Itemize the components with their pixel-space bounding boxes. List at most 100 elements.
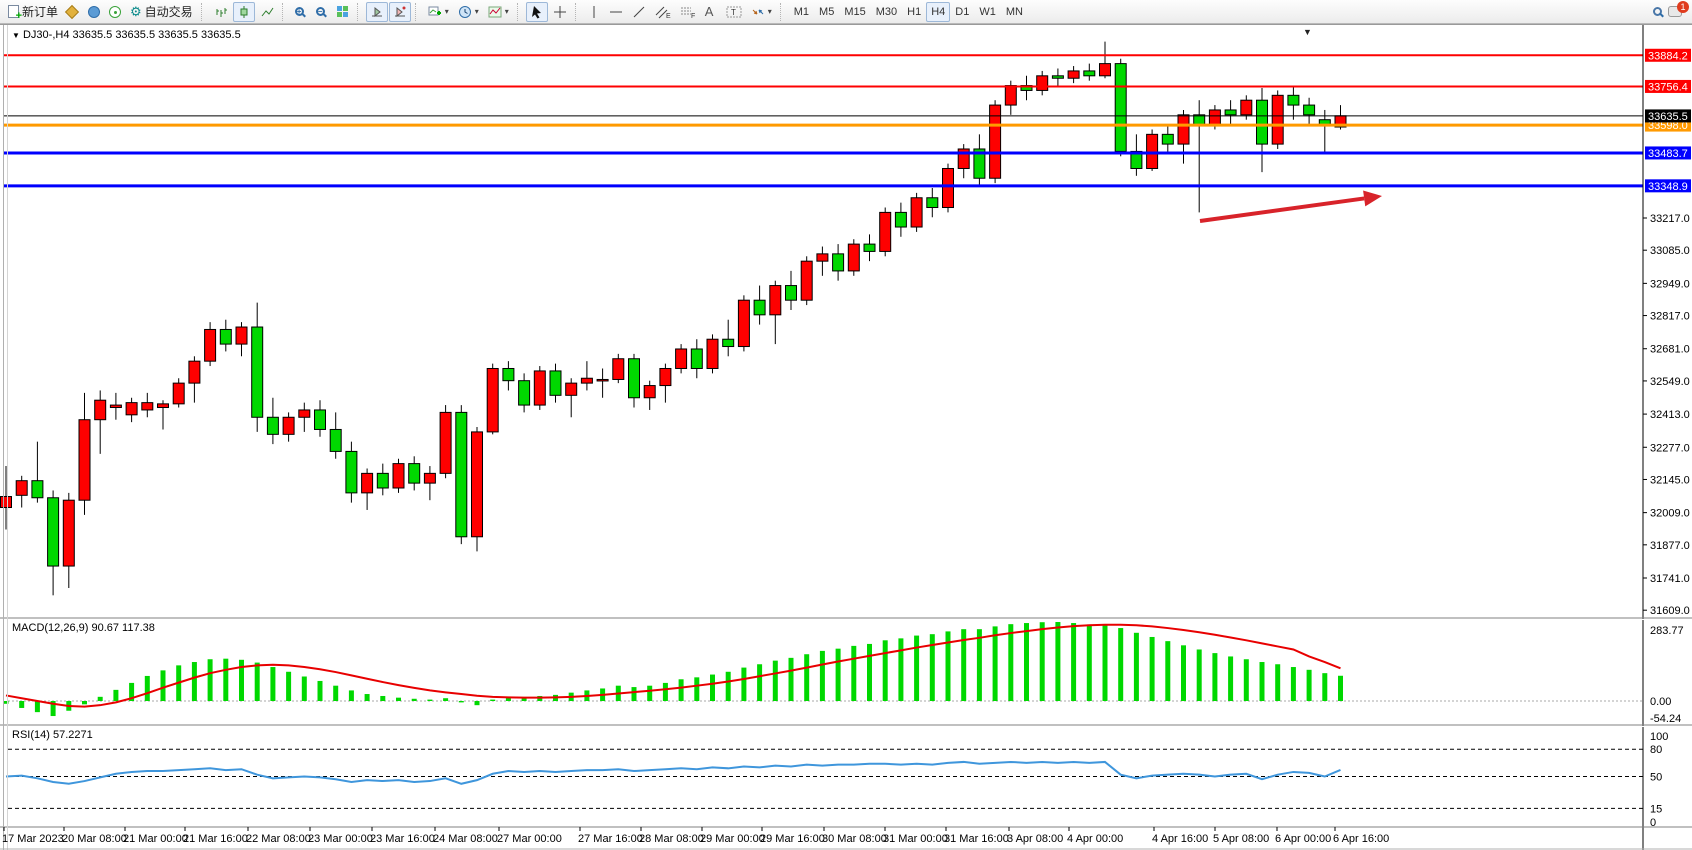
macd-histogram-bar	[678, 679, 684, 701]
rsi-indicator-label: RSI(14) 57.2271	[12, 729, 93, 741]
candle-bullish	[0, 496, 12, 509]
price-tick-label: 32549.0	[1650, 376, 1690, 388]
signals-button[interactable]	[105, 2, 125, 22]
candle-bearish	[455, 411, 468, 538]
templates-button[interactable]: ▾	[484, 2, 513, 22]
chart-canvas[interactable]: 33217.0 33085.0 32949.0 32817.0 32681.0 32549…	[0, 24, 1692, 850]
price-tick-label: 32817.0	[1650, 311, 1690, 323]
candle-bearish	[329, 428, 342, 452]
price-tag-orange-text: 33598.0	[1648, 120, 1688, 132]
macd-histogram-bar	[191, 662, 197, 701]
macd-histogram-bar	[725, 671, 731, 701]
macd-histogram-bar	[898, 638, 904, 701]
trendline-button[interactable]	[628, 2, 650, 22]
autotrade-button[interactable]: ⚙ 自动交易	[126, 2, 197, 22]
timeframe-H1[interactable]: H1	[907, 5, 922, 18]
timeframe-M15[interactable]: M15	[844, 5, 866, 18]
chart-menu-arrow[interactable]: ▼	[1303, 27, 1312, 37]
price-tag-level-text: 33483.7	[1648, 148, 1688, 160]
bar-chart-button[interactable]	[210, 2, 232, 22]
title-collapse-arrow[interactable]: ▼	[12, 31, 20, 40]
macd-histogram-bar	[3, 701, 9, 704]
macd-histogram-bar	[458, 701, 464, 703]
date-label: 27 Mar 00:00	[497, 833, 562, 845]
timeframe-W1[interactable]: W1	[979, 5, 996, 18]
bar-chart-icon	[216, 7, 227, 17]
horizontal-line-button[interactable]	[605, 2, 627, 22]
timeframe-M1[interactable]: M1	[793, 5, 810, 18]
candle-bullish	[157, 403, 169, 409]
timeframe-D1[interactable]: D1	[955, 5, 970, 18]
dropdown-arrow-icon: ▾	[474, 7, 479, 16]
date-label: 29 Mar 16:00	[760, 833, 825, 845]
macd-histogram-bar	[1243, 659, 1249, 701]
timeframe-MN[interactable]: MN	[1005, 5, 1023, 18]
timeframe-H4[interactable]: H4	[926, 1, 951, 22]
date-label: 23 Mar 16:00	[370, 833, 435, 845]
indicators-icon	[428, 6, 441, 15]
zoom-in-button[interactable]: +	[291, 2, 311, 22]
metaeditor-button[interactable]	[63, 2, 83, 22]
crosshair-button[interactable]	[549, 2, 571, 22]
macd-histogram-bar	[160, 670, 166, 701]
arrows-button[interactable]: ▾	[747, 2, 776, 22]
candle-bullish	[1177, 114, 1190, 145]
cursor-button[interactable]	[525, 1, 548, 22]
fibonacci-icon: F	[680, 7, 695, 19]
candle-bullish	[1036, 75, 1049, 91]
candle-bullish	[596, 378, 609, 382]
candle-bullish	[675, 348, 688, 369]
tile-windows-button[interactable]	[333, 2, 353, 22]
candlestick-chart-button[interactable]	[232, 1, 255, 22]
timeframe-M5[interactable]: M5	[819, 5, 835, 18]
macd-histogram-bar	[804, 654, 810, 701]
notifications-icon[interactable]: 1	[1668, 1, 1689, 17]
date-label: 6 Apr 00:00	[1275, 833, 1331, 845]
trend-arrow-shaft[interactable]	[1199, 196, 1365, 223]
candle-bullish	[989, 104, 1002, 179]
timeframe-M30[interactable]: M30	[875, 5, 898, 18]
chart-title: ▼ DJ30-,H4 33635.5 33635.5 33635.5 33635…	[12, 29, 241, 41]
text-button[interactable]: A	[701, 2, 721, 22]
macd-histogram-bar	[270, 667, 276, 701]
notification-badge: 1	[1677, 1, 1689, 13]
macd-histogram-bar	[1118, 628, 1124, 701]
candle-bullish	[235, 326, 248, 345]
chart-window[interactable]: 33217.0 33085.0 32949.0 32817.0 32681.0 32549…	[0, 24, 1692, 850]
candle-bearish	[863, 243, 876, 252]
macd-histogram-bar	[521, 698, 527, 701]
date-label: 29 Mar 00:00	[700, 833, 765, 845]
trend-arrow-head[interactable]	[1363, 190, 1382, 207]
svg-text:F: F	[691, 13, 695, 19]
search-icon[interactable]	[1653, 7, 1662, 16]
line-chart-button[interactable]	[256, 2, 278, 22]
text-label-button[interactable]: T	[722, 2, 746, 22]
candle-bullish	[439, 411, 452, 474]
fibonacci-button[interactable]: F	[676, 2, 700, 22]
zoom-out-button[interactable]: −	[312, 2, 332, 22]
macd-histogram-bar	[223, 658, 229, 701]
price-tick-label: 33217.0	[1650, 213, 1690, 225]
price-tick-label: 31609.0	[1650, 605, 1690, 617]
channel-button[interactable]: E	[651, 2, 675, 22]
autoscroll-button[interactable]	[365, 1, 388, 22]
chart-shift-button[interactable]	[388, 1, 411, 22]
macd-histogram-bar	[82, 701, 87, 705]
channel-icon: E	[655, 6, 671, 19]
candle-bearish	[219, 328, 232, 345]
candle-bullish	[109, 404, 122, 409]
new-order-button[interactable]: 新订单	[4, 2, 62, 22]
candle-bullish	[78, 419, 91, 501]
candle-bullish	[879, 211, 892, 252]
macd-histogram-bar	[929, 634, 935, 701]
price-tag-level	[1645, 179, 1691, 193]
macd-histogram-bar	[914, 635, 920, 701]
periods-button[interactable]: ▾	[454, 2, 483, 22]
macd-histogram-bar	[286, 671, 292, 701]
zoom-in-icon: +	[294, 7, 304, 16]
vertical-line-button[interactable]	[584, 2, 604, 22]
candle-bearish	[502, 367, 515, 382]
indicators-button[interactable]: ▾	[424, 2, 453, 22]
community-icon	[88, 5, 101, 18]
community-button[interactable]	[84, 2, 104, 22]
